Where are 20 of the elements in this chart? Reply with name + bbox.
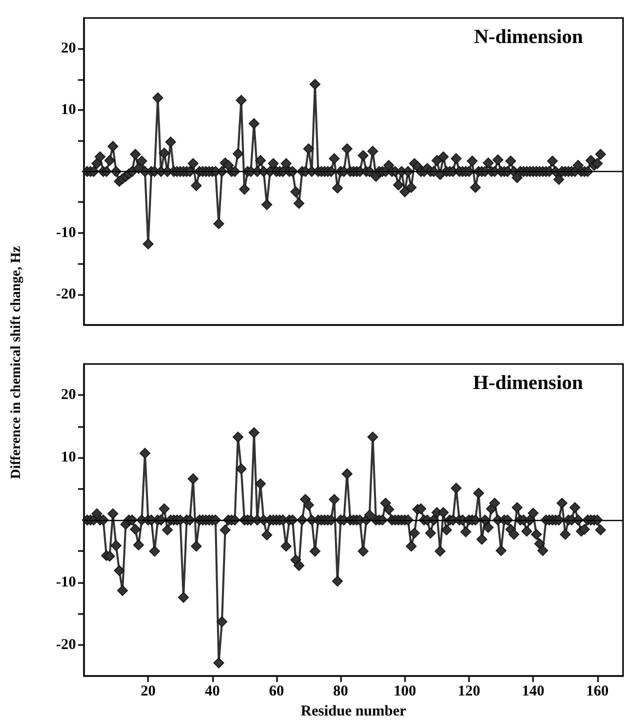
- x-tick-label: 120: [458, 684, 480, 700]
- x-tick-label: 160: [586, 684, 609, 700]
- x-axis-title: Residue number: [300, 703, 407, 720]
- y-axis-title: Difference in chemical shift change, Hz: [9, 246, 25, 480]
- y-tick-label: -20: [56, 286, 76, 302]
- y-tick-label: -10: [56, 224, 76, 241]
- y-tick-label: -20: [56, 636, 76, 653]
- x-tick-label: 80: [333, 684, 348, 700]
- chart-title: H-dimension: [472, 372, 584, 394]
- y-tick-label: 10: [61, 102, 76, 118]
- x-tick-label: 40: [204, 684, 220, 700]
- x-tick-label: 20: [140, 684, 156, 700]
- x-tick-label: 100: [394, 684, 416, 700]
- x-tick-label: 140: [522, 684, 544, 700]
- y-tick-label: 20: [61, 40, 76, 57]
- x-tick-label: 60: [269, 684, 284, 700]
- y-tick-label: 10: [61, 450, 76, 466]
- chart-title: N-dimension: [474, 26, 583, 48]
- y-tick-label: 20: [61, 387, 76, 404]
- y-tick-label: -10: [56, 574, 76, 590]
